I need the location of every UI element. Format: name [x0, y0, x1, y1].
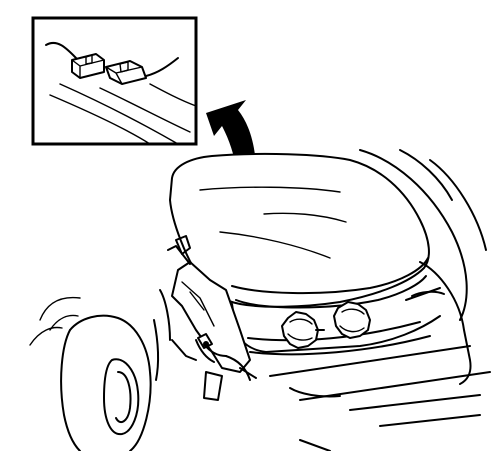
seat-cushion	[169, 152, 430, 309]
seat-harness-connector-icon	[197, 333, 257, 381]
connector-detail-inset	[31, 16, 198, 146]
seat-side-bracket	[153, 235, 251, 401]
passenger-seat-background	[29, 296, 152, 451]
adjuster-knob-right-icon	[333, 301, 371, 339]
inset-connector-b-icon	[105, 60, 147, 85]
adjuster-knob-left-icon	[281, 311, 325, 349]
inset-connector-a-icon	[71, 53, 105, 79]
seat-back	[359, 149, 487, 321]
inset-seat-lines	[49, 83, 197, 145]
inset-wire-right	[145, 57, 179, 77]
inset-wire-left	[45, 41, 79, 61]
